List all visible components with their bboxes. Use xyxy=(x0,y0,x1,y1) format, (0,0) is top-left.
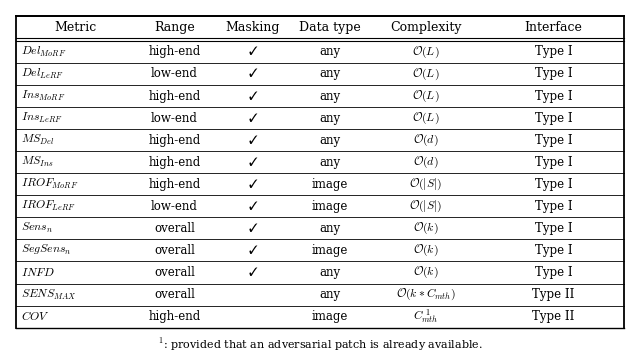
Text: Type I: Type I xyxy=(535,178,572,191)
Text: $\checkmark$: $\checkmark$ xyxy=(248,244,258,257)
Text: low-end: low-end xyxy=(151,111,198,125)
Text: image: image xyxy=(312,200,348,213)
Text: $\mathcal{O}(L)$: $\mathcal{O}(L)$ xyxy=(412,66,439,82)
Text: $\mathit{MS}_{\mathit{Ins}}$: $\mathit{MS}_{\mathit{Ins}}$ xyxy=(21,155,54,169)
Text: $\mathit{MS}_{\mathit{Del}}$: $\mathit{MS}_{\mathit{Del}}$ xyxy=(21,133,54,147)
Text: high-end: high-end xyxy=(148,156,200,169)
Text: Type II: Type II xyxy=(532,310,575,323)
Text: Type I: Type I xyxy=(535,133,572,147)
Text: $\mathcal{O}(d)$: $\mathcal{O}(d)$ xyxy=(413,132,438,148)
Text: overall: overall xyxy=(154,244,195,257)
Text: $\checkmark$: $\checkmark$ xyxy=(248,133,258,147)
Text: $\mathcal{O}(L)$: $\mathcal{O}(L)$ xyxy=(412,44,439,60)
Text: $\mathcal{O}(k * C_{mth})$: $\mathcal{O}(k * C_{mth})$ xyxy=(396,287,456,302)
Text: image: image xyxy=(312,310,348,323)
Text: $\mathit{INFD}$: $\mathit{INFD}$ xyxy=(21,266,55,279)
Text: any: any xyxy=(319,67,340,81)
Text: Interface: Interface xyxy=(525,21,582,33)
Text: $^{1}$: provided that an adversarial patch is already available.: $^{1}$: provided that an adversarial pat… xyxy=(157,337,483,353)
Text: $\mathit{SegSens}_{n}$: $\mathit{SegSens}_{n}$ xyxy=(21,244,72,257)
Text: $\checkmark$: $\checkmark$ xyxy=(248,156,258,169)
Text: overall: overall xyxy=(154,266,195,279)
Text: $\mathcal{O}(k)$: $\mathcal{O}(k)$ xyxy=(413,265,438,280)
Text: $\checkmark$: $\checkmark$ xyxy=(248,67,258,81)
Text: Metric: Metric xyxy=(54,21,97,33)
Text: $\mathcal{O}(d)$: $\mathcal{O}(d)$ xyxy=(413,154,438,170)
Text: image: image xyxy=(312,178,348,191)
Text: Type I: Type I xyxy=(535,67,572,81)
Text: image: image xyxy=(312,244,348,257)
Text: Data type: Data type xyxy=(299,21,360,33)
Text: any: any xyxy=(319,156,340,169)
Text: $\mathit{SENS}_{\mathit{MAX}}$: $\mathit{SENS}_{\mathit{MAX}}$ xyxy=(21,288,77,302)
Text: $\checkmark$: $\checkmark$ xyxy=(248,200,258,213)
Text: Type I: Type I xyxy=(535,45,572,59)
Text: any: any xyxy=(319,89,340,103)
Text: high-end: high-end xyxy=(148,45,200,59)
Text: any: any xyxy=(319,45,340,59)
Text: Type I: Type I xyxy=(535,111,572,125)
Text: $\mathcal{O}(L)$: $\mathcal{O}(L)$ xyxy=(412,88,439,104)
Text: $\checkmark$: $\checkmark$ xyxy=(248,222,258,235)
Text: Type I: Type I xyxy=(535,89,572,103)
Text: Masking: Masking xyxy=(225,21,280,33)
Text: $\mathit{Del}_{\mathit{MoRF}}$: $\mathit{Del}_{\mathit{MoRF}}$ xyxy=(21,45,67,59)
Text: $\mathcal{O}(k)$: $\mathcal{O}(k)$ xyxy=(413,243,438,258)
Text: $\checkmark$: $\checkmark$ xyxy=(248,266,258,279)
Text: $\checkmark$: $\checkmark$ xyxy=(248,178,258,191)
Text: Type II: Type II xyxy=(532,288,575,301)
Text: Type I: Type I xyxy=(535,244,572,257)
Text: any: any xyxy=(319,133,340,147)
Text: any: any xyxy=(319,222,340,235)
Text: $C_{mth}^{\ 1}$: $C_{mth}^{\ 1}$ xyxy=(413,307,438,326)
Text: Range: Range xyxy=(154,21,195,33)
Text: $\mathit{Ins}_{\mathit{MoRF}}$: $\mathit{Ins}_{\mathit{MoRF}}$ xyxy=(21,89,65,103)
Text: low-end: low-end xyxy=(151,67,198,81)
Text: $\mathit{Ins}_{\mathit{LeRF}}$: $\mathit{Ins}_{\mathit{LeRF}}$ xyxy=(21,111,63,125)
Text: $\mathcal{O}(k)$: $\mathcal{O}(k)$ xyxy=(413,221,438,236)
Text: high-end: high-end xyxy=(148,133,200,147)
Text: $\mathit{Sens}_{n}$: $\mathit{Sens}_{n}$ xyxy=(21,222,53,235)
Text: $\mathcal{O}(L)$: $\mathcal{O}(L)$ xyxy=(412,110,439,126)
Text: Complexity: Complexity xyxy=(390,21,461,33)
Text: $\mathcal{O}(|S|)$: $\mathcal{O}(|S|)$ xyxy=(409,177,442,192)
Text: high-end: high-end xyxy=(148,89,200,103)
Text: any: any xyxy=(319,288,340,301)
Text: high-end: high-end xyxy=(148,178,200,191)
Text: low-end: low-end xyxy=(151,200,198,213)
Text: $\mathit{IROF}_{\mathit{MoRF}}$: $\mathit{IROF}_{\mathit{MoRF}}$ xyxy=(21,177,78,191)
Text: any: any xyxy=(319,111,340,125)
Text: Type I: Type I xyxy=(535,266,572,279)
Text: $\checkmark$: $\checkmark$ xyxy=(248,111,258,125)
Text: $\mathcal{O}(|S|)$: $\mathcal{O}(|S|)$ xyxy=(409,199,442,214)
Text: $\mathit{COV}$: $\mathit{COV}$ xyxy=(21,310,50,323)
Text: Type I: Type I xyxy=(535,156,572,169)
Text: $\mathit{Del}_{\mathit{LeRF}}$: $\mathit{Del}_{\mathit{LeRF}}$ xyxy=(21,67,64,81)
Text: overall: overall xyxy=(154,288,195,301)
Text: $\checkmark$: $\checkmark$ xyxy=(248,45,258,59)
Text: $\mathit{IROF}_{\mathit{LeRF}}$: $\mathit{IROF}_{\mathit{LeRF}}$ xyxy=(21,199,76,213)
Text: high-end: high-end xyxy=(148,310,200,323)
Text: any: any xyxy=(319,266,340,279)
Text: Type I: Type I xyxy=(535,222,572,235)
Text: $\checkmark$: $\checkmark$ xyxy=(248,89,258,103)
Text: Type I: Type I xyxy=(535,200,572,213)
Text: overall: overall xyxy=(154,222,195,235)
